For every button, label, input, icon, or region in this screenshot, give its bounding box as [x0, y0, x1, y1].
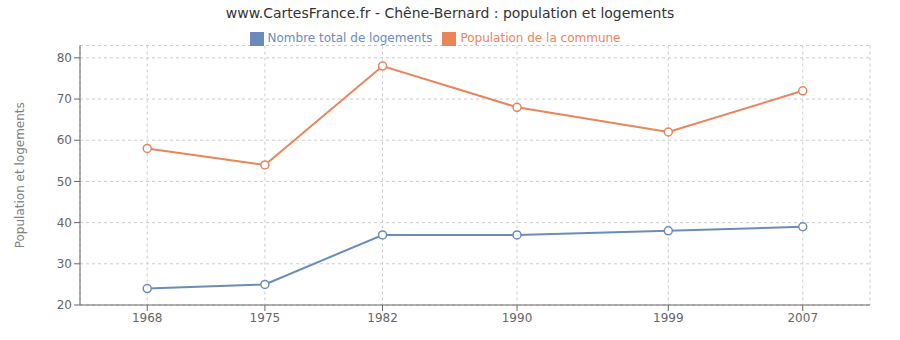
svg-text:40: 40 [57, 216, 72, 230]
svg-text:20: 20 [57, 298, 72, 312]
svg-text:70: 70 [57, 92, 72, 106]
svg-text:1975: 1975 [250, 311, 281, 325]
svg-text:1999: 1999 [653, 311, 684, 325]
svg-text:1982: 1982 [367, 311, 398, 325]
svg-text:Population et logements: Population et logements [13, 102, 27, 248]
svg-text:30: 30 [57, 257, 72, 271]
html-text:www.CartesFrance.fr - Chêne-Be: www.CartesFrance.fr - Chêne-Bernard : po… [225, 5, 675, 21]
svg-text:2007: 2007 [787, 311, 818, 325]
svg-text:1968: 1968 [132, 311, 163, 325]
svg-text:80: 80 [57, 51, 72, 65]
svg-text:60: 60 [57, 133, 72, 147]
svg-text:1990: 1990 [502, 311, 533, 325]
html-text:Nombre total de logements: Nombre total de logements [267, 31, 433, 45]
html-text:Population de la commune: Population de la commune [460, 31, 621, 45]
svg-text:50: 50 [57, 175, 72, 189]
